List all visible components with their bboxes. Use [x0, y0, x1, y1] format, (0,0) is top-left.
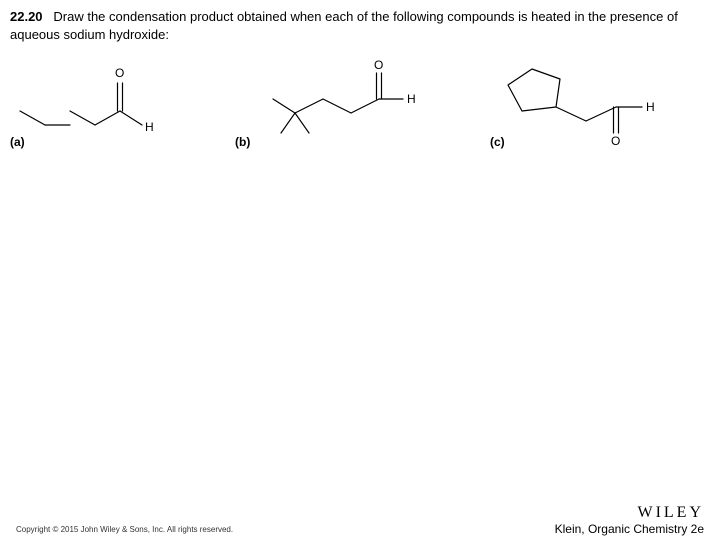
part-label-b: (b) — [235, 135, 250, 149]
structure-a: O H (a) — [10, 55, 200, 155]
footer: Copyright © 2015 John Wiley & Sons, Inc.… — [0, 508, 720, 540]
structure-c-svg: O H — [490, 55, 700, 155]
structure-a-svg: O H — [10, 55, 200, 155]
structures-row: O H (a) — [0, 55, 720, 175]
atom-h: H — [646, 100, 655, 114]
structure-b: O H (b) — [235, 55, 445, 155]
problem-body: Draw the condensation product obtained w… — [10, 9, 678, 42]
page: 22.20 Draw the condensation product obta… — [0, 0, 720, 540]
copyright-text: Copyright © 2015 John Wiley & Sons, Inc.… — [16, 525, 233, 534]
part-label-c: (c) — [490, 135, 505, 149]
atom-o: O — [374, 58, 383, 72]
book-title: Klein, Organic Chemistry 2e — [555, 522, 704, 536]
atom-h: H — [145, 120, 154, 134]
atom-o: O — [115, 66, 124, 80]
part-label-a: (a) — [10, 135, 25, 149]
problem-statement: 22.20 Draw the condensation product obta… — [10, 8, 710, 43]
atom-o: O — [611, 134, 620, 148]
atom-h: H — [407, 92, 416, 106]
problem-number: 22.20 — [10, 9, 43, 24]
structure-b-svg: O H — [235, 55, 445, 155]
structure-c: O H (c) — [490, 55, 700, 155]
wiley-logo: WILEY — [637, 504, 704, 522]
